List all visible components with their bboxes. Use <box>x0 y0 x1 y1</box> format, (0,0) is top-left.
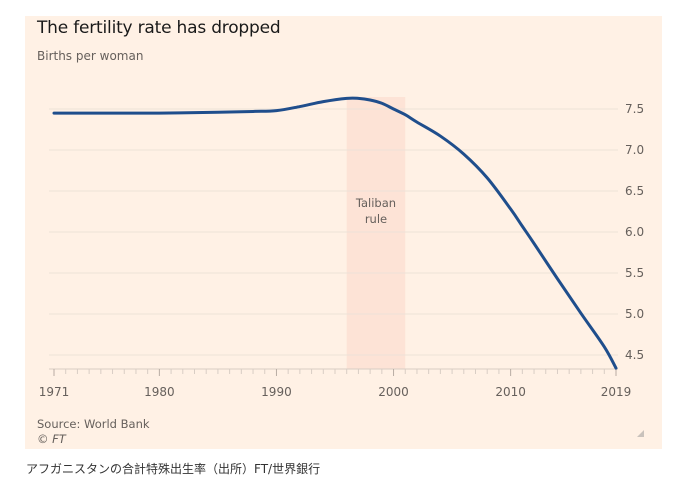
x-tick-label: 2019 <box>601 385 632 399</box>
y-tick-label: 5.0 <box>625 307 644 321</box>
y-tick-label: 7.5 <box>625 102 644 116</box>
x-tick-label: 2010 <box>495 385 526 399</box>
y-tick-label: 4.5 <box>625 348 644 362</box>
source-note: Source: World Bank <box>37 417 150 431</box>
x-tick-label: 1971 <box>39 385 70 399</box>
y-tick-label: 6.5 <box>625 184 644 198</box>
chart-panel: The fertility rate has dropped Births pe… <box>25 16 662 449</box>
fertility-rate-line <box>52 96 618 370</box>
taliban-rule-label: rule <box>365 212 387 226</box>
line-chart: 4.5 5.0 5.5 6.0 6.5 7.0 7.5 1971 1980 1990 2000 20… <box>39 96 644 399</box>
x-tick-label: 1990 <box>261 385 292 399</box>
taliban-rule-label: Taliban <box>355 196 396 210</box>
copyright-note: © FT <box>37 432 66 446</box>
taliban-rule-shade <box>346 97 406 369</box>
resize-handle-icon[interactable] <box>637 430 644 437</box>
figure-caption: アフガニスタンの合計特殊出生率（出所）FT/世界銀行 <box>26 462 321 476</box>
chart-subtitle: Births per woman <box>37 49 144 63</box>
y-tick-label: 6.0 <box>625 225 644 239</box>
y-tick-label: 5.5 <box>625 266 644 280</box>
y-tick-label: 7.0 <box>625 143 644 157</box>
x-tick-label: 1980 <box>144 385 175 399</box>
chart-title: The fertility rate has dropped <box>37 18 281 38</box>
x-tick-label: 2000 <box>378 385 409 399</box>
